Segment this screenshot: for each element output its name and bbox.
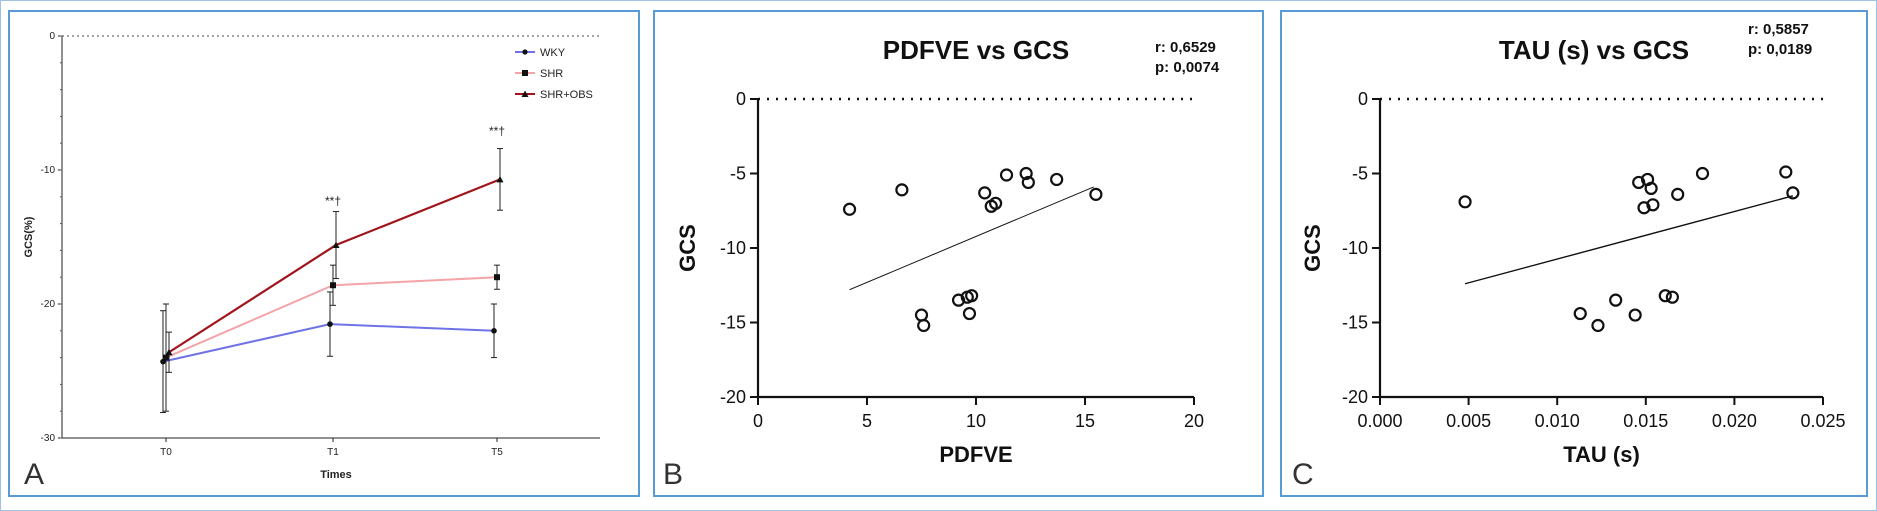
data-point — [1591, 318, 1605, 333]
data-point — [1665, 290, 1679, 304]
data-point — [999, 168, 1014, 182]
legend-marker — [522, 70, 528, 76]
x-tick-label: T0 — [160, 447, 172, 458]
data-point — [332, 241, 340, 249]
panel-letter-b: B — [663, 458, 683, 491]
data-point — [1658, 289, 1672, 303]
data-point — [1786, 186, 1800, 200]
data-point — [327, 321, 333, 327]
y-tick-label: -20 — [41, 299, 56, 310]
data-point — [491, 328, 497, 334]
stat-p-value: p: 0,0074 — [1155, 59, 1220, 76]
data-point — [965, 289, 979, 303]
data-point — [1646, 198, 1660, 212]
data-point — [165, 348, 173, 356]
data-point — [842, 202, 857, 216]
stat-r-value: r: 0,5857 — [1748, 21, 1809, 38]
x-axis-label: PDFVE — [939, 442, 1012, 467]
data-point — [917, 318, 931, 333]
x-tick-label: 0 — [753, 411, 763, 431]
data-point — [914, 308, 929, 322]
significance-annotation: **† — [489, 124, 505, 138]
y-tick-label: 0 — [1358, 89, 1368, 109]
scatter-chart-tau-vs-gcs: TAU (s) vs GCS r: 0,5857 p: 0,0189 0 -5 -10 -1… — [1292, 21, 1846, 491]
regression-line — [1464, 195, 1794, 285]
y-tick-label: -10 — [1342, 238, 1368, 258]
data-point — [978, 186, 992, 200]
data-point — [962, 306, 977, 321]
y-tick-label: -15 — [1342, 313, 1368, 333]
data-point — [1671, 187, 1685, 201]
legend-label: SHR — [540, 68, 563, 80]
legend-label: SHR+OBS — [540, 89, 593, 101]
series-line-shr — [165, 276, 498, 359]
stat-p-value: p: 0,0189 — [1748, 41, 1812, 58]
data-point — [1089, 187, 1103, 201]
stat-r-value: r: 0,6529 — [1155, 39, 1216, 56]
y-tick-label: -30 — [41, 433, 56, 444]
legend-label: WKY — [540, 47, 566, 59]
y-tick-label: 0 — [49, 31, 55, 42]
panel-a: 0 -10 -20 -30 T0 T1 T5 Times GCS(%) **† **† WKY SHR S… — [8, 10, 640, 497]
panel-letter-c: C — [1292, 458, 1314, 491]
x-tick-label: 15 — [1075, 411, 1095, 431]
x-axis-label: TAU (s) — [1563, 442, 1640, 467]
data-point — [1644, 181, 1658, 195]
y-tick-label: -5 — [730, 164, 746, 184]
x-tick-label: T5 — [491, 447, 503, 458]
data-point — [951, 293, 966, 307]
data-point — [989, 196, 1003, 210]
data-point — [1609, 293, 1623, 307]
data-point — [1019, 166, 1033, 181]
legend-marker — [522, 49, 528, 55]
data-point — [1628, 308, 1642, 322]
x-tick-label: 0.010 — [1535, 411, 1580, 431]
x-tick-label: 0.015 — [1623, 411, 1668, 431]
y-tick-label: -20 — [720, 387, 746, 407]
data-point — [163, 354, 169, 361]
data-point — [1050, 172, 1064, 187]
data-point — [1458, 195, 1472, 209]
panel-c: TAU (s) vs GCS r: 0,5857 p: 0,0189 0 -5 -10 -1… — [1280, 10, 1868, 497]
data-point — [1779, 165, 1793, 179]
data-point — [496, 175, 504, 183]
x-tick-label: 20 — [1184, 411, 1204, 431]
x-tick-label: 5 — [862, 411, 872, 431]
x-axis-label: Times — [320, 469, 352, 481]
y-tick-label: -20 — [1342, 387, 1368, 407]
data-point — [330, 282, 336, 289]
data-point — [895, 183, 909, 197]
panel-letter-a: A — [24, 458, 44, 491]
y-tick-label: -5 — [1352, 164, 1368, 184]
y-tick-label: 0 — [736, 89, 746, 109]
significance-annotation: **† — [325, 194, 341, 208]
regression-line — [849, 186, 1094, 291]
y-axis-label: GCS — [1300, 224, 1325, 272]
data-point — [1573, 306, 1587, 321]
x-tick-label: 10 — [966, 411, 986, 431]
y-tick-label: -10 — [720, 238, 746, 258]
y-tick-label: -10 — [41, 165, 56, 176]
x-tick-label: 0.005 — [1446, 411, 1491, 431]
chart-title: TAU (s) vs GCS — [1499, 35, 1689, 65]
data-point — [1695, 166, 1710, 181]
x-tick-label: T1 — [327, 447, 339, 458]
y-tick-label: -15 — [720, 313, 746, 333]
data-point — [494, 274, 500, 281]
panel-b: PDFVE vs GCS r: 0,6529 p: 0,0074 0 -5 -10 -15 -… — [653, 10, 1264, 497]
chart-title: PDFVE vs GCS — [883, 35, 1069, 65]
legend-marker — [521, 90, 529, 97]
x-tick-label: 0.020 — [1712, 411, 1757, 431]
data-point — [1021, 175, 1035, 190]
x-tick-label: 0.000 — [1357, 411, 1402, 431]
line-chart-gcs-over-time: 0 -10 -20 -30 T0 T1 T5 Times GCS(%) **† **† WKY SHR S… — [23, 31, 600, 491]
x-tick-label: 0.025 — [1800, 411, 1845, 431]
y-axis-label: GCS — [675, 224, 700, 272]
y-axis-label: GCS(%) — [23, 216, 35, 257]
scatter-chart-pdfve-vs-gcs: PDFVE vs GCS r: 0,6529 p: 0,0074 0 -5 -10 -15 -… — [663, 35, 1220, 491]
